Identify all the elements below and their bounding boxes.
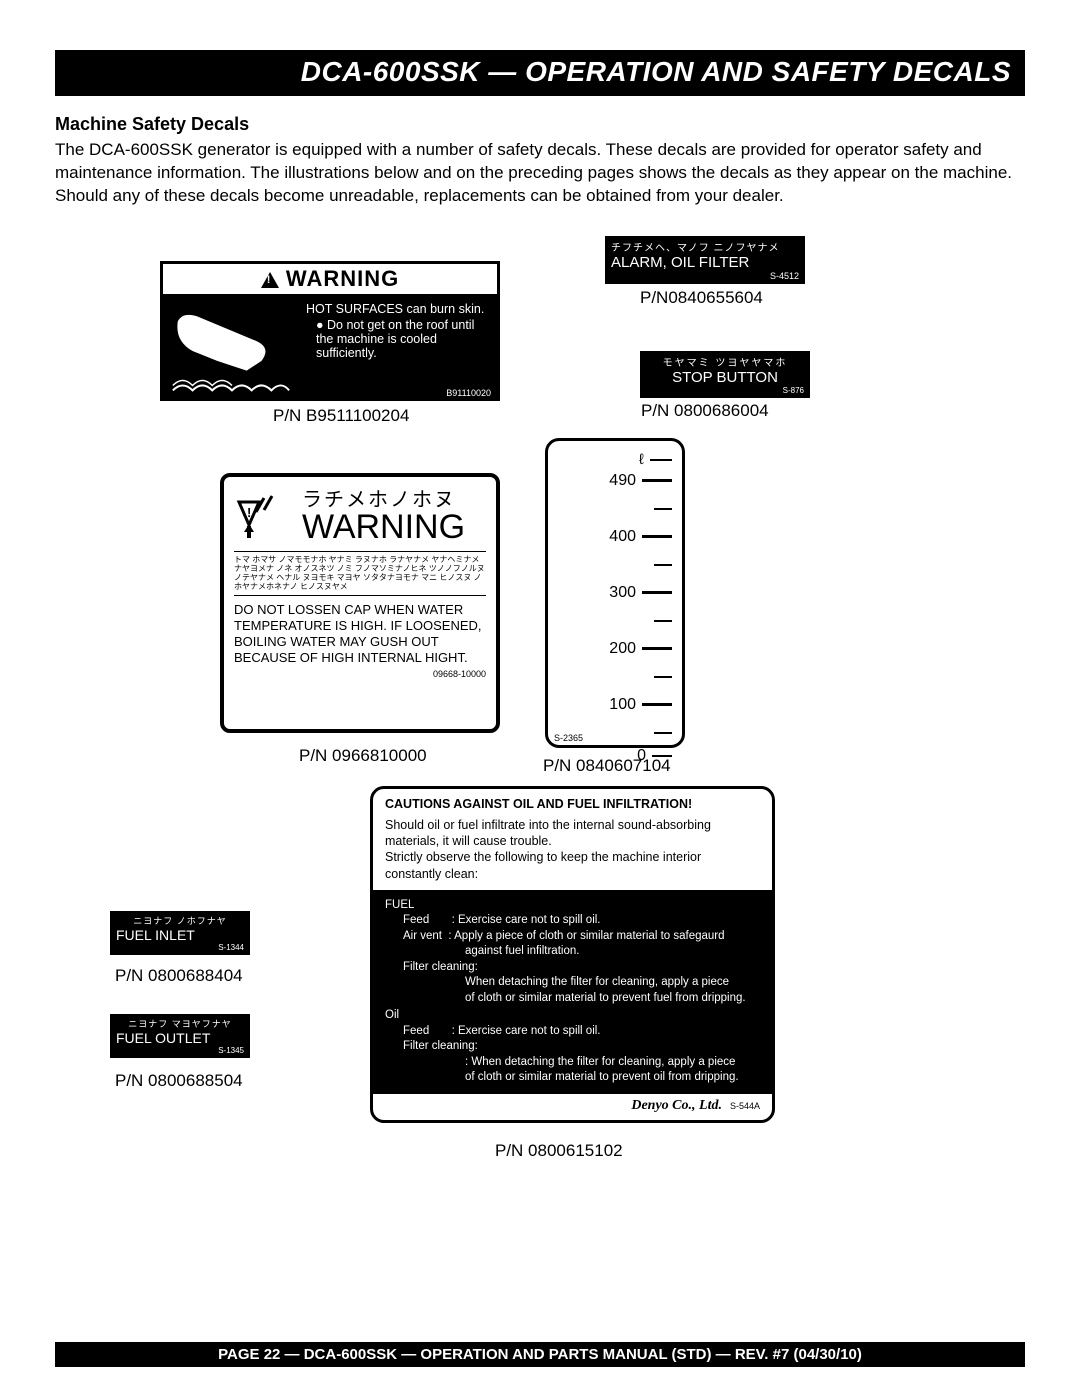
gauge-200: 200 bbox=[596, 640, 636, 658]
gauge-unit: ℓ bbox=[639, 451, 644, 468]
decal4-en: STOP BUTTON bbox=[646, 369, 804, 386]
decal2-english: DO NOT LOSSEN CAP WHEN WATER TEMPERATURE… bbox=[234, 602, 486, 667]
intro-text: The DCA-600SSK generator is equipped wit… bbox=[55, 139, 1025, 208]
decal3-code: S-4512 bbox=[611, 271, 799, 281]
fuel-filter: Filter cleaning: bbox=[385, 960, 760, 976]
decal5-pn: P/N 0840607104 bbox=[543, 756, 671, 776]
oil-feed: Feed : Exercise care not to spill oil. bbox=[385, 1024, 760, 1040]
svg-text:!: ! bbox=[247, 505, 251, 520]
decal-fuel-outlet: ニヨナフ マヨヤフナヤ FUEL OUTLET S-1345 bbox=[110, 1014, 250, 1058]
decal6-en: FUEL INLET bbox=[116, 927, 244, 943]
decal2-warning: WARNING bbox=[302, 508, 465, 547]
gauge-400: 400 bbox=[596, 528, 636, 546]
decal5-code: S-2365 bbox=[554, 733, 583, 743]
warning-header: WARNING bbox=[163, 264, 497, 296]
fuel-label: FUEL bbox=[385, 898, 760, 914]
fuel-airvent2: against fuel infiltration. bbox=[385, 944, 760, 960]
oil-filter-det1: : When detaching the filter for cleaning… bbox=[385, 1055, 760, 1071]
decal3-en: ALARM, OIL FILTER bbox=[611, 254, 799, 271]
decal8-code: S-544A bbox=[730, 1101, 760, 1111]
fuel-airvent: Air vent : Apply a piece of cloth or sim… bbox=[385, 929, 760, 945]
fuel-filter-det2: of cloth or similar material to prevent … bbox=[385, 991, 760, 1007]
section-heading: Machine Safety Decals bbox=[55, 114, 1025, 135]
page-footer: PAGE 22 — DCA-600SSK — OPERATION AND PAR… bbox=[55, 1342, 1025, 1367]
decal6-code: S-1344 bbox=[116, 943, 244, 952]
decal3-pn: P/N0840655604 bbox=[640, 288, 763, 308]
decal-alarm-oil-filter: チフチメヘ、マノフ ニノフヤナメ ALARM, OIL FILTER S-451… bbox=[605, 236, 805, 284]
decal-radiator-warning: ! ラチメホノホヌ WARNING トマ ホマサ ノマモモナホ ヤナミ ラヌナホ… bbox=[220, 473, 500, 733]
hot-surface-bullet: Do not get on the roof until the machine… bbox=[316, 318, 474, 360]
gauge-300: 300 bbox=[596, 584, 636, 602]
decals-area: WARNING HOT SURFACES can burn skin. ● Do… bbox=[55, 226, 1025, 1176]
fuel-filter-det1: When detaching the filter for cleaning, … bbox=[385, 975, 760, 991]
decal8-intro: Should oil or fuel infiltrate into the i… bbox=[373, 817, 772, 890]
decal6-jp: ニヨナフ ノホフナヤ bbox=[116, 914, 244, 927]
decal8-pn: P/N 0800615102 bbox=[495, 1141, 623, 1161]
decal-fuel-gauge: ℓ 490 400 300 200 100 0 S-2365 bbox=[545, 438, 685, 748]
decal6-pn: P/N 0800688404 bbox=[115, 966, 243, 986]
decal1-pn: P/N B9511100204 bbox=[273, 406, 409, 426]
company: Denyo Co., Ltd. bbox=[631, 1098, 722, 1114]
decal2-pn: P/N 0966810000 bbox=[299, 746, 427, 766]
decal4-pn: P/N 0800686004 bbox=[641, 401, 769, 421]
decal4-code: S-876 bbox=[646, 386, 804, 395]
gauge-490: 490 bbox=[596, 472, 636, 490]
hot-surface-icon bbox=[163, 296, 298, 401]
radiator-icon: ! bbox=[234, 490, 294, 540]
decal7-pn: P/N 0800688504 bbox=[115, 1071, 243, 1091]
decal-fuel-inlet: ニヨナフ ノホフナヤ FUEL INLET S-1344 bbox=[110, 911, 250, 955]
fuel-feed: Feed : Exercise care not to spill oil. bbox=[385, 913, 760, 929]
oil-filter: Filter cleaning: bbox=[385, 1039, 760, 1055]
page-title-bar: DCA-600SSK — OPERATION AND SAFETY DECALS bbox=[55, 50, 1025, 96]
warning-triangle-icon bbox=[261, 272, 279, 288]
decal3-jp: チフチメヘ、マノフ ニノフヤナメ bbox=[611, 239, 799, 254]
decal-stop-button: モヤマミ ツヨヤヤマホ STOP BUTTON S-876 bbox=[640, 351, 810, 398]
hot-surface-line1: HOT SURFACES can burn skin. bbox=[306, 302, 489, 316]
decal7-en: FUEL OUTLET bbox=[116, 1030, 244, 1046]
decal7-code: S-1345 bbox=[116, 1046, 244, 1055]
decal1-code: B91110020 bbox=[446, 388, 491, 398]
decal4-jp: モヤマミ ツヨヤヤマホ bbox=[646, 354, 804, 369]
gauge-100: 100 bbox=[596, 696, 636, 714]
decal2-jp-small: トマ ホマサ ノマモモナホ ヤナミ ラヌナホ ラナヤナメ ヤナヘミナメナヤヨメナ… bbox=[234, 551, 486, 596]
decal-hot-surface: WARNING HOT SURFACES can burn skin. ● Do… bbox=[160, 261, 500, 401]
decal8-header: CAUTIONS AGAINST OIL AND FUEL INFILTRATI… bbox=[373, 789, 772, 817]
decal2-code: 09668-10000 bbox=[234, 669, 486, 679]
decal7-jp: ニヨナフ マヨヤフナヤ bbox=[116, 1017, 244, 1030]
warning-text: WARNING bbox=[286, 266, 399, 291]
oil-label: Oil bbox=[385, 1008, 760, 1024]
oil-filter-det2: of cloth or similar material to prevent … bbox=[385, 1070, 760, 1086]
decal-cautions-panel: CAUTIONS AGAINST OIL AND FUEL INFILTRATI… bbox=[370, 786, 775, 1123]
